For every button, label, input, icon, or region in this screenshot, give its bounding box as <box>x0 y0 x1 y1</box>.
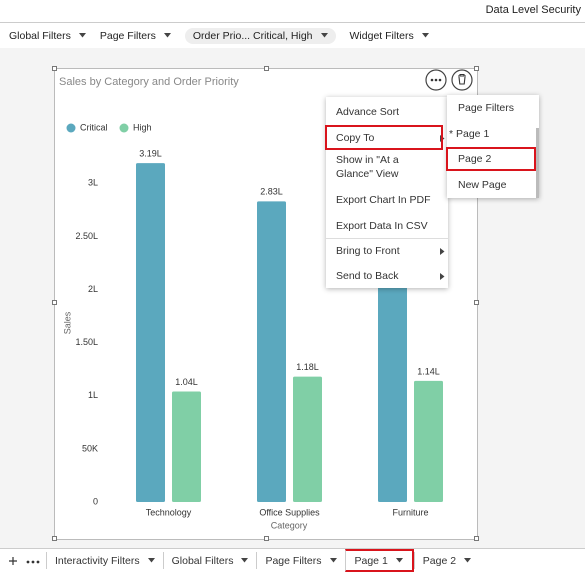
value-label: 1.04L <box>175 377 198 387</box>
y-tick-label: 2.50L <box>75 231 98 241</box>
resize-handle[interactable] <box>474 300 479 305</box>
arrow-icon <box>241 558 249 563</box>
arrow-icon <box>440 273 445 280</box>
filter-dropdown[interactable]: Widget Filters <box>350 30 429 42</box>
separator <box>326 238 448 239</box>
value-label: 2.83L <box>260 187 283 197</box>
x-tick-label: Office Supplies <box>259 507 320 517</box>
arrow-icon <box>464 558 472 563</box>
dot <box>434 78 438 82</box>
page-tab[interactable]: Page 2 <box>413 552 479 569</box>
resize-handle[interactable] <box>474 536 479 541</box>
context-menu: Advance Sort Copy To Show in "At a Glance"… <box>325 97 448 288</box>
y-tick-label: 50K <box>82 443 98 453</box>
top-bar: Data Level Security <box>0 0 585 23</box>
dot <box>430 78 434 82</box>
scrollbar <box>536 128 539 198</box>
y-axis-label: Sales <box>62 311 72 334</box>
x-tick-label: Technology <box>146 507 192 517</box>
filter-dropdown[interactable]: Order Prio... Critical, High <box>184 27 336 44</box>
arrow-icon <box>78 33 86 38</box>
resize-handle[interactable] <box>264 66 269 71</box>
arrow-icon <box>395 558 403 563</box>
page-tab[interactable]: Page 1 <box>344 549 414 572</box>
filter-bar: Global Filters Page Filters Order Prio... … <box>0 23 585 48</box>
highlight-box <box>325 125 443 150</box>
dot <box>438 78 442 82</box>
tab-bar: Interactivity Filters Global Filters Page … <box>0 548 585 572</box>
add-tab[interactable] <box>4 554 22 568</box>
menu-item[interactable]: Send to Back <box>336 269 445 283</box>
bar <box>172 391 201 502</box>
filter-dropdown[interactable]: Page Filters <box>100 30 171 42</box>
bar <box>378 257 407 502</box>
legend-label: Critical <box>80 122 108 132</box>
resize-handle[interactable] <box>52 300 57 305</box>
tab-label: Page Filters <box>265 554 322 567</box>
value-label: 3.19L <box>139 148 162 158</box>
legend-swatch <box>66 123 76 133</box>
tab-label: Interactivity Filters <box>55 554 140 567</box>
trash-icon <box>458 73 466 85</box>
highlight-box <box>446 147 536 171</box>
arrow-icon <box>320 33 328 38</box>
resize-handle[interactable] <box>474 66 479 71</box>
value-label: 1.14L <box>417 366 440 376</box>
filter-label: Page Filters <box>99 29 156 42</box>
tab-label: Page 2 <box>422 554 457 567</box>
tab-label: Global Filters <box>171 554 234 567</box>
filter-label: Global Filters <box>9 29 71 42</box>
legend-label: High <box>133 122 152 132</box>
arrow-icon <box>147 558 155 563</box>
resize-handle[interactable] <box>52 536 57 541</box>
filter-label: Widget Filters <box>349 29 414 42</box>
menu-item[interactable]: Show in "At a Glance" View <box>336 154 399 180</box>
more-tabs[interactable] <box>22 554 46 568</box>
arrow-icon <box>163 33 171 38</box>
resize-handle[interactable] <box>264 536 269 541</box>
bar <box>136 163 165 502</box>
page-tab[interactable]: Page Filters <box>256 552 344 569</box>
menu-item[interactable]: New Page <box>458 178 507 191</box>
menu-item[interactable]: Page 2 <box>458 153 492 165</box>
page-tab[interactable]: Global Filters <box>162 552 257 569</box>
menu-item[interactable]: Export Data In CSV <box>336 220 428 232</box>
y-tick-label: 1.50L <box>75 337 98 347</box>
arrow-icon <box>440 248 445 255</box>
bar <box>414 380 443 502</box>
bar <box>257 201 286 502</box>
resize-handle[interactable] <box>52 66 57 71</box>
filter-label: Order Prio... Critical, High <box>192 29 313 42</box>
filter-dropdown[interactable]: Global Filters <box>9 30 86 42</box>
menu-item[interactable]: Page Filters <box>458 102 515 114</box>
page-title: Data Level Security <box>485 4 581 16</box>
legend-swatch <box>119 123 129 133</box>
bar <box>293 376 322 502</box>
arrow-icon <box>421 33 429 38</box>
value-label: 1.18L <box>296 362 319 372</box>
x-axis-label: Category <box>271 520 308 530</box>
menu-item[interactable]: * Page 1 <box>449 127 490 140</box>
y-tick-label: 1L <box>88 390 98 400</box>
chart-title: Sales by Category and Order Priority <box>59 76 239 88</box>
y-tick-label: 0 <box>93 496 98 506</box>
y-tick-label: 3L <box>88 178 98 188</box>
tab-label: Page 1 <box>354 554 388 567</box>
delete-button[interactable] <box>451 69 473 91</box>
x-tick-label: Furniture <box>392 507 428 517</box>
menu-item[interactable]: Advance Sort <box>336 106 400 118</box>
submenu: Page Filters * Page 1 Page 2 New Page <box>446 95 539 198</box>
menu-item[interactable]: Export Chart In PDF <box>336 194 431 206</box>
arrow-icon <box>329 558 337 563</box>
page-tab[interactable]: Interactivity Filters <box>46 552 163 569</box>
menu-item[interactable]: Bring to Front <box>336 244 445 258</box>
y-tick-label: 2L <box>88 284 98 294</box>
